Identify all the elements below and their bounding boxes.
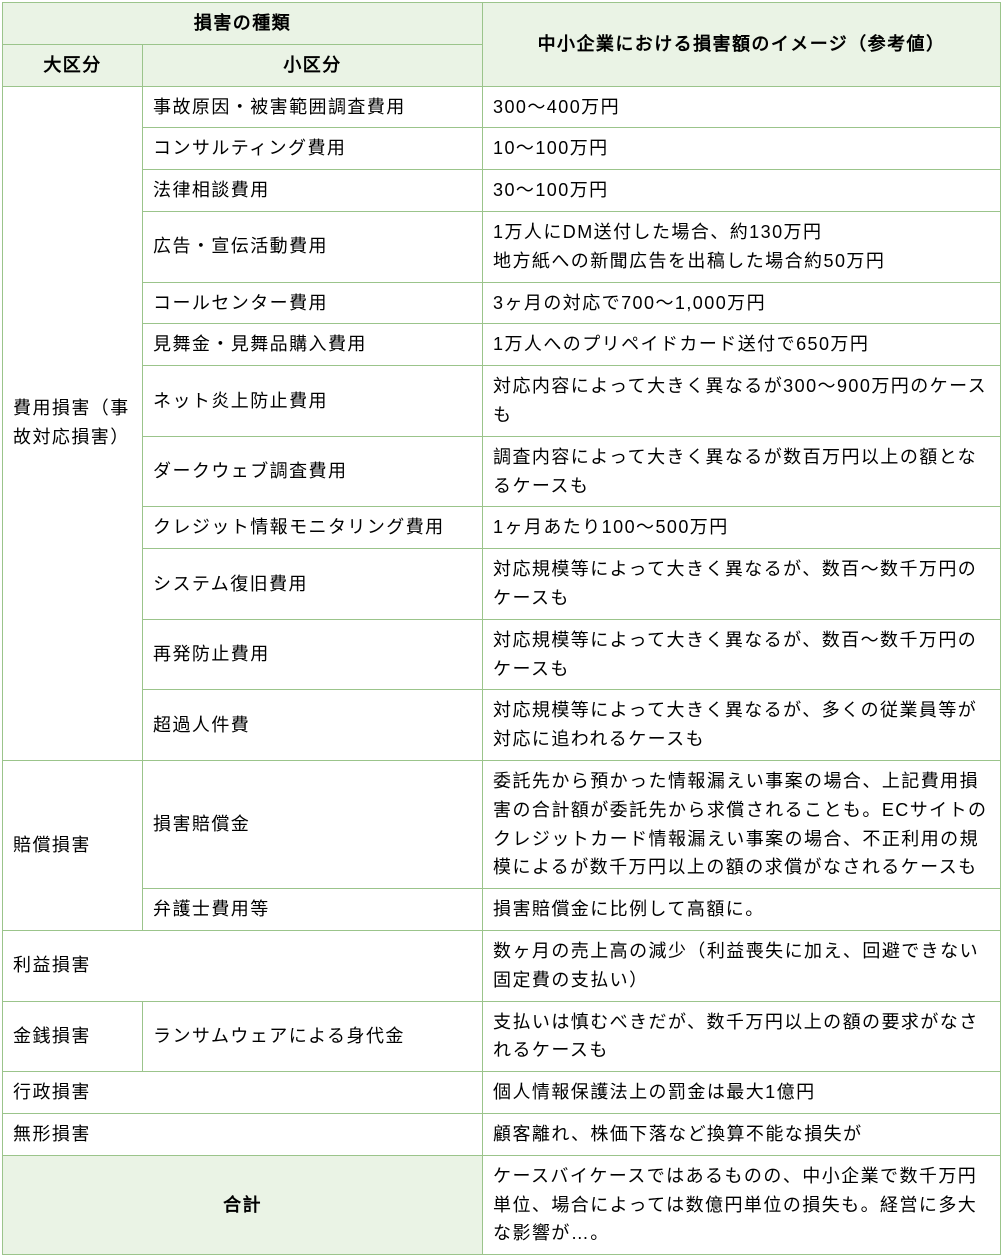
- value-cell: 支払いは慎むべきだが、数千万円以上の額の要求がなされるケースも: [483, 1001, 1001, 1072]
- value-cell: 対応規模等によって大きく異なるが、多くの従業員等が対応に追われるケースも: [483, 690, 1001, 761]
- total-value-cell: ケースバイケースではあるものの、中小企業で数千万円単位、場合によっては数億円単位…: [483, 1155, 1001, 1254]
- header-major: 大区分: [3, 44, 143, 86]
- table-row: ネット炎上防止費用対応内容によって大きく異なるが300～900万円のケースも: [3, 366, 1001, 437]
- table-row: 行政損害個人情報保護法上の罰金は最大1億円: [3, 1072, 1001, 1114]
- value-cell: 損害賠償金に比例して高額に。: [483, 889, 1001, 931]
- minor-category-cell: クレジット情報モニタリング費用: [143, 507, 483, 549]
- table-row: 弁護士費用等損害賠償金に比例して高額に。: [3, 889, 1001, 931]
- value-cell: 対応規模等によって大きく異なるが、数百～数千万円のケースも: [483, 549, 1001, 620]
- value-cell: 対応規模等によって大きく異なるが、数百～数千万円のケースも: [483, 619, 1001, 690]
- minor-category-cell: コンサルティング費用: [143, 128, 483, 170]
- major-category-cell: 費用損害（事故対応損害）: [3, 86, 143, 760]
- table-row: コンサルティング費用10～100万円: [3, 128, 1001, 170]
- header-value-title: 中小企業における損害額のイメージ（参考値）: [483, 3, 1001, 87]
- minor-category-cell: 再発防止費用: [143, 619, 483, 690]
- minor-category-cell: ネット炎上防止費用: [143, 366, 483, 437]
- minor-category-cell: コールセンター費用: [143, 282, 483, 324]
- table-row: コールセンター費用3ヶ月の対応で700～1,000万円: [3, 282, 1001, 324]
- table-row: 法律相談費用30～100万円: [3, 170, 1001, 212]
- table-row: 広告・宣伝活動費用1万人にDM送付した場合、約130万円地方紙への新聞広告を出稿…: [3, 211, 1001, 282]
- minor-category-cell: 弁護士費用等: [143, 889, 483, 931]
- minor-category-cell: 損害賠償金: [143, 760, 483, 888]
- value-cell: 1万人へのプリペイドカード送付で650万円: [483, 324, 1001, 366]
- value-cell: 30～100万円: [483, 170, 1001, 212]
- header-damage-type: 損害の種類: [3, 3, 483, 45]
- minor-category-cell: システム復旧費用: [143, 549, 483, 620]
- value-cell: 対応内容によって大きく異なるが300～900万円のケースも: [483, 366, 1001, 437]
- value-cell: 顧客離れ、株価下落など換算不能な損失が: [483, 1113, 1001, 1155]
- table-row: 賠償損害損害賠償金委託先から預かった情報漏えい事案の場合、上記費用損害の合計額が…: [3, 760, 1001, 888]
- value-cell: 1ヶ月あたり100～500万円: [483, 507, 1001, 549]
- total-label-cell: 合計: [3, 1155, 483, 1254]
- value-cell: 10～100万円: [483, 128, 1001, 170]
- header-minor: 小区分: [143, 44, 483, 86]
- major-category-cell: 無形損害: [3, 1113, 483, 1155]
- value-cell: 1万人にDM送付した場合、約130万円地方紙への新聞広告を出稿した場合約50万円: [483, 211, 1001, 282]
- minor-category-cell: 法律相談費用: [143, 170, 483, 212]
- table-body: 費用損害（事故対応損害）事故原因・被害範囲調査費用300～400万円コンサルティ…: [3, 86, 1001, 1255]
- minor-category-cell: 広告・宣伝活動費用: [143, 211, 483, 282]
- table-row: ダークウェブ調査費用調査内容によって大きく異なるが数百万円以上の額となるケースも: [3, 436, 1001, 507]
- value-cell: 委託先から預かった情報漏えい事案の場合、上記費用損害の合計額が委託先から求償され…: [483, 760, 1001, 888]
- minor-category-cell: 事故原因・被害範囲調査費用: [143, 86, 483, 128]
- value-cell: 300～400万円: [483, 86, 1001, 128]
- minor-category-cell: 超過人件費: [143, 690, 483, 761]
- major-category-cell: 行政損害: [3, 1072, 483, 1114]
- table-row: 見舞金・見舞品購入費用1万人へのプリペイドカード送付で650万円: [3, 324, 1001, 366]
- table-row: クレジット情報モニタリング費用1ヶ月あたり100～500万円: [3, 507, 1001, 549]
- table-row: 超過人件費対応規模等によって大きく異なるが、多くの従業員等が対応に追われるケース…: [3, 690, 1001, 761]
- minor-category-cell: 見舞金・見舞品購入費用: [143, 324, 483, 366]
- value-cell: 調査内容によって大きく異なるが数百万円以上の額となるケースも: [483, 436, 1001, 507]
- major-category-cell: 利益損害: [3, 930, 483, 1001]
- table-header: 損害の種類 中小企業における損害額のイメージ（参考値） 大区分 小区分: [3, 3, 1001, 87]
- major-category-cell: 金銭損害: [3, 1001, 143, 1072]
- table-row: 無形損害顧客離れ、株価下落など換算不能な損失が: [3, 1113, 1001, 1155]
- table-row: 再発防止費用対応規模等によって大きく異なるが、数百～数千万円のケースも: [3, 619, 1001, 690]
- total-row: 合計ケースバイケースではあるものの、中小企業で数千万円単位、場合によっては数億円…: [3, 1155, 1001, 1254]
- table-row: 費用損害（事故対応損害）事故原因・被害範囲調査費用300～400万円: [3, 86, 1001, 128]
- table-row: 利益損害数ヶ月の売上高の減少（利益喪失に加え、回避できない固定費の支払い）: [3, 930, 1001, 1001]
- major-category-cell: 賠償損害: [3, 760, 143, 930]
- value-cell: 個人情報保護法上の罰金は最大1億円: [483, 1072, 1001, 1114]
- value-cell: 数ヶ月の売上高の減少（利益喪失に加え、回避できない固定費の支払い）: [483, 930, 1001, 1001]
- minor-category-cell: ダークウェブ調査費用: [143, 436, 483, 507]
- table-row: システム復旧費用対応規模等によって大きく異なるが、数百～数千万円のケースも: [3, 549, 1001, 620]
- value-cell: 3ヶ月の対応で700～1,000万円: [483, 282, 1001, 324]
- damage-table: 損害の種類 中小企業における損害額のイメージ（参考値） 大区分 小区分 費用損害…: [2, 2, 1001, 1255]
- minor-category-cell: ランサムウェアによる身代金: [143, 1001, 483, 1072]
- table-row: 金銭損害ランサムウェアによる身代金支払いは慎むべきだが、数千万円以上の額の要求が…: [3, 1001, 1001, 1072]
